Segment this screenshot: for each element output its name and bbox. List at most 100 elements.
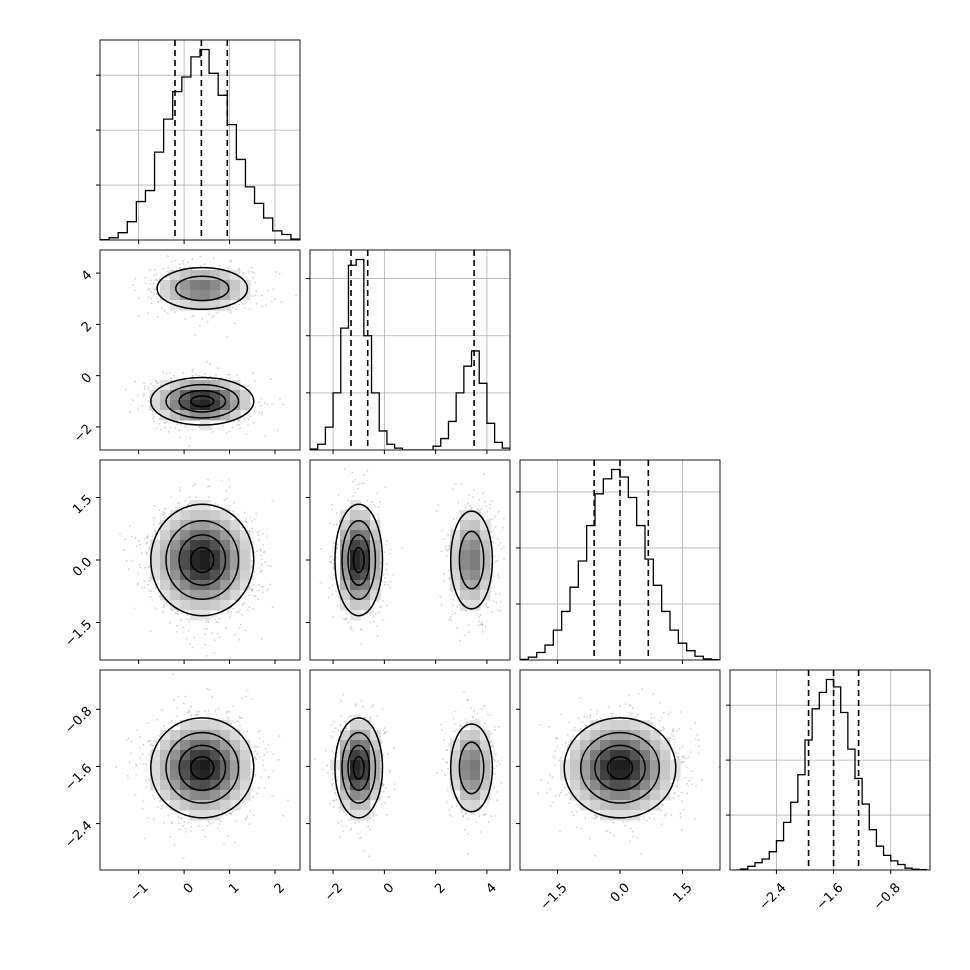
scatter-point: [179, 817, 182, 819]
scatter-point: [359, 628, 362, 631]
density-cell: [610, 770, 621, 781]
density-cell: [170, 530, 181, 541]
density-cell: [230, 800, 241, 811]
scatter-point: [370, 816, 373, 819]
scatter-point: [192, 485, 195, 487]
scatter-point: [652, 693, 655, 695]
density-cell: [450, 560, 461, 571]
density-cell: [240, 740, 251, 751]
density-cell: [180, 290, 191, 301]
scatter-point: [480, 621, 483, 624]
density-cell: [660, 770, 671, 781]
scatter-point: [229, 311, 232, 314]
scatter-point: [589, 837, 592, 840]
scatter-point: [275, 271, 278, 273]
scatter-point: [247, 424, 250, 426]
scatter-point: [454, 723, 457, 726]
scatter-point: [379, 606, 382, 608]
scatter-point: [389, 769, 391, 772]
density-cell: [200, 540, 211, 551]
scatter-point: [153, 288, 156, 291]
scatter-point: [339, 836, 342, 839]
scatter-point: [329, 735, 332, 737]
scatter-point: [548, 725, 550, 728]
density-cell: [340, 590, 351, 601]
scatter-point: [260, 554, 263, 557]
scatter-point: [230, 610, 233, 613]
scatter-point: [484, 500, 486, 503]
scatter-point: [260, 549, 262, 552]
scatter-point: [176, 624, 178, 627]
scatter-point: [490, 740, 492, 743]
scatter-point: [258, 787, 260, 790]
density-cell: [160, 390, 171, 401]
scatter-point: [363, 716, 366, 719]
density-cell: [630, 740, 641, 751]
scatter-point: [208, 312, 211, 315]
scatter-point: [193, 636, 196, 639]
density-cell: [340, 540, 351, 551]
density-cell: [220, 580, 231, 591]
scatter-point: [697, 745, 700, 748]
scatter-point: [146, 817, 149, 819]
scatter-point: [362, 850, 365, 852]
scatter-point: [336, 546, 339, 549]
scatter-point: [229, 373, 231, 376]
scatter-point: [263, 769, 266, 772]
scatter-point: [665, 812, 667, 815]
scatter-point: [195, 496, 197, 499]
scatter-point: [458, 639, 461, 642]
scatter-point: [366, 499, 368, 502]
density-cell: [180, 770, 191, 781]
scatter-point: [259, 776, 262, 779]
scatter-point: [160, 807, 163, 810]
scatter-point: [160, 428, 163, 431]
scatter-point: [230, 260, 232, 263]
contour-line: [594, 744, 646, 792]
density-cell: [220, 530, 231, 541]
density-cell: [620, 790, 631, 801]
scatter-point: [568, 802, 571, 805]
scatter-point: [170, 496, 173, 498]
density-cell: [600, 770, 611, 781]
scatter-point: [236, 720, 239, 722]
scatter-point: [374, 505, 376, 508]
scatter-point: [212, 314, 214, 317]
scatter-point: [357, 715, 359, 718]
density-cell: [230, 780, 241, 791]
density-cell: [160, 790, 171, 801]
scatter-point: [499, 609, 502, 612]
scatter-point: [685, 766, 688, 769]
scatter-point: [204, 643, 207, 646]
scatter-point: [313, 758, 316, 760]
scatter-point: [255, 302, 258, 305]
density-cell: [220, 800, 231, 811]
density-cell: [210, 810, 221, 821]
scatter-point: [335, 523, 338, 526]
scatter-point: [167, 267, 170, 269]
scatter-point: [248, 606, 251, 608]
scatter-point: [233, 513, 236, 516]
x-tick-label: 2: [432, 880, 448, 896]
scatter-point: [189, 643, 192, 645]
density-cell: [660, 790, 671, 801]
scatter-point: [262, 740, 265, 743]
density-cell: [220, 510, 231, 521]
density-cell: [360, 600, 371, 611]
scatter-point: [593, 817, 596, 820]
scatter-point: [366, 469, 369, 472]
density-cell: [190, 280, 201, 291]
scatter-point: [360, 506, 363, 509]
scatter-point: [191, 258, 194, 261]
scatter-point: [154, 288, 157, 291]
scatter-point: [131, 535, 133, 538]
x-tick-label: −1.5: [538, 880, 571, 913]
scatter-point: [494, 593, 497, 596]
scatter-point: [211, 427, 214, 429]
scatter-point: [698, 739, 700, 741]
scatter-point: [206, 321, 209, 323]
scatter-point: [253, 595, 256, 597]
density-cell: [240, 530, 251, 541]
scatter-point: [199, 255, 202, 258]
scatter-point: [376, 634, 379, 637]
